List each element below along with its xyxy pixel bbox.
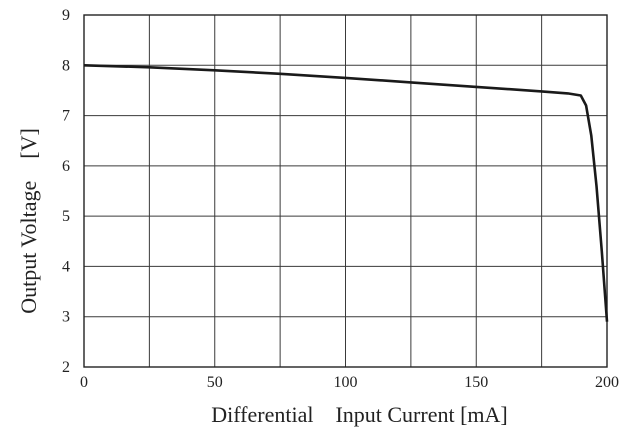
- x-tick-label: 200: [595, 374, 619, 391]
- x-axis-label: Differential Input Current [mA]: [211, 402, 508, 427]
- y-tick-label: 6: [62, 158, 70, 175]
- series-layer: [83, 64, 609, 322]
- y-tick-label: 7: [62, 108, 70, 125]
- y-tick-label: 5: [62, 208, 70, 225]
- x-tick-label: 0: [80, 374, 88, 391]
- y-tick-label: 8: [62, 57, 70, 74]
- x-tick-label: 150: [464, 374, 488, 391]
- plot-frame: [83, 14, 608, 368]
- y-tick-label: 2: [62, 359, 70, 376]
- y-tick-label: 3: [62, 309, 70, 326]
- y-tick-label: 4: [62, 258, 70, 275]
- x-tick-labels: 0 50 100 150 200: [80, 374, 619, 391]
- y-axis-label: Output Voltage [V]: [16, 128, 41, 314]
- x-tick-label: 50: [207, 374, 223, 391]
- x-tick-label: 100: [334, 374, 358, 391]
- grid: [84, 15, 607, 367]
- y-tick-label: 9: [62, 7, 70, 24]
- series-line-1: [83, 64, 609, 322]
- y-tick-labels: 2 3 4 5 6 7 8 9: [62, 7, 70, 376]
